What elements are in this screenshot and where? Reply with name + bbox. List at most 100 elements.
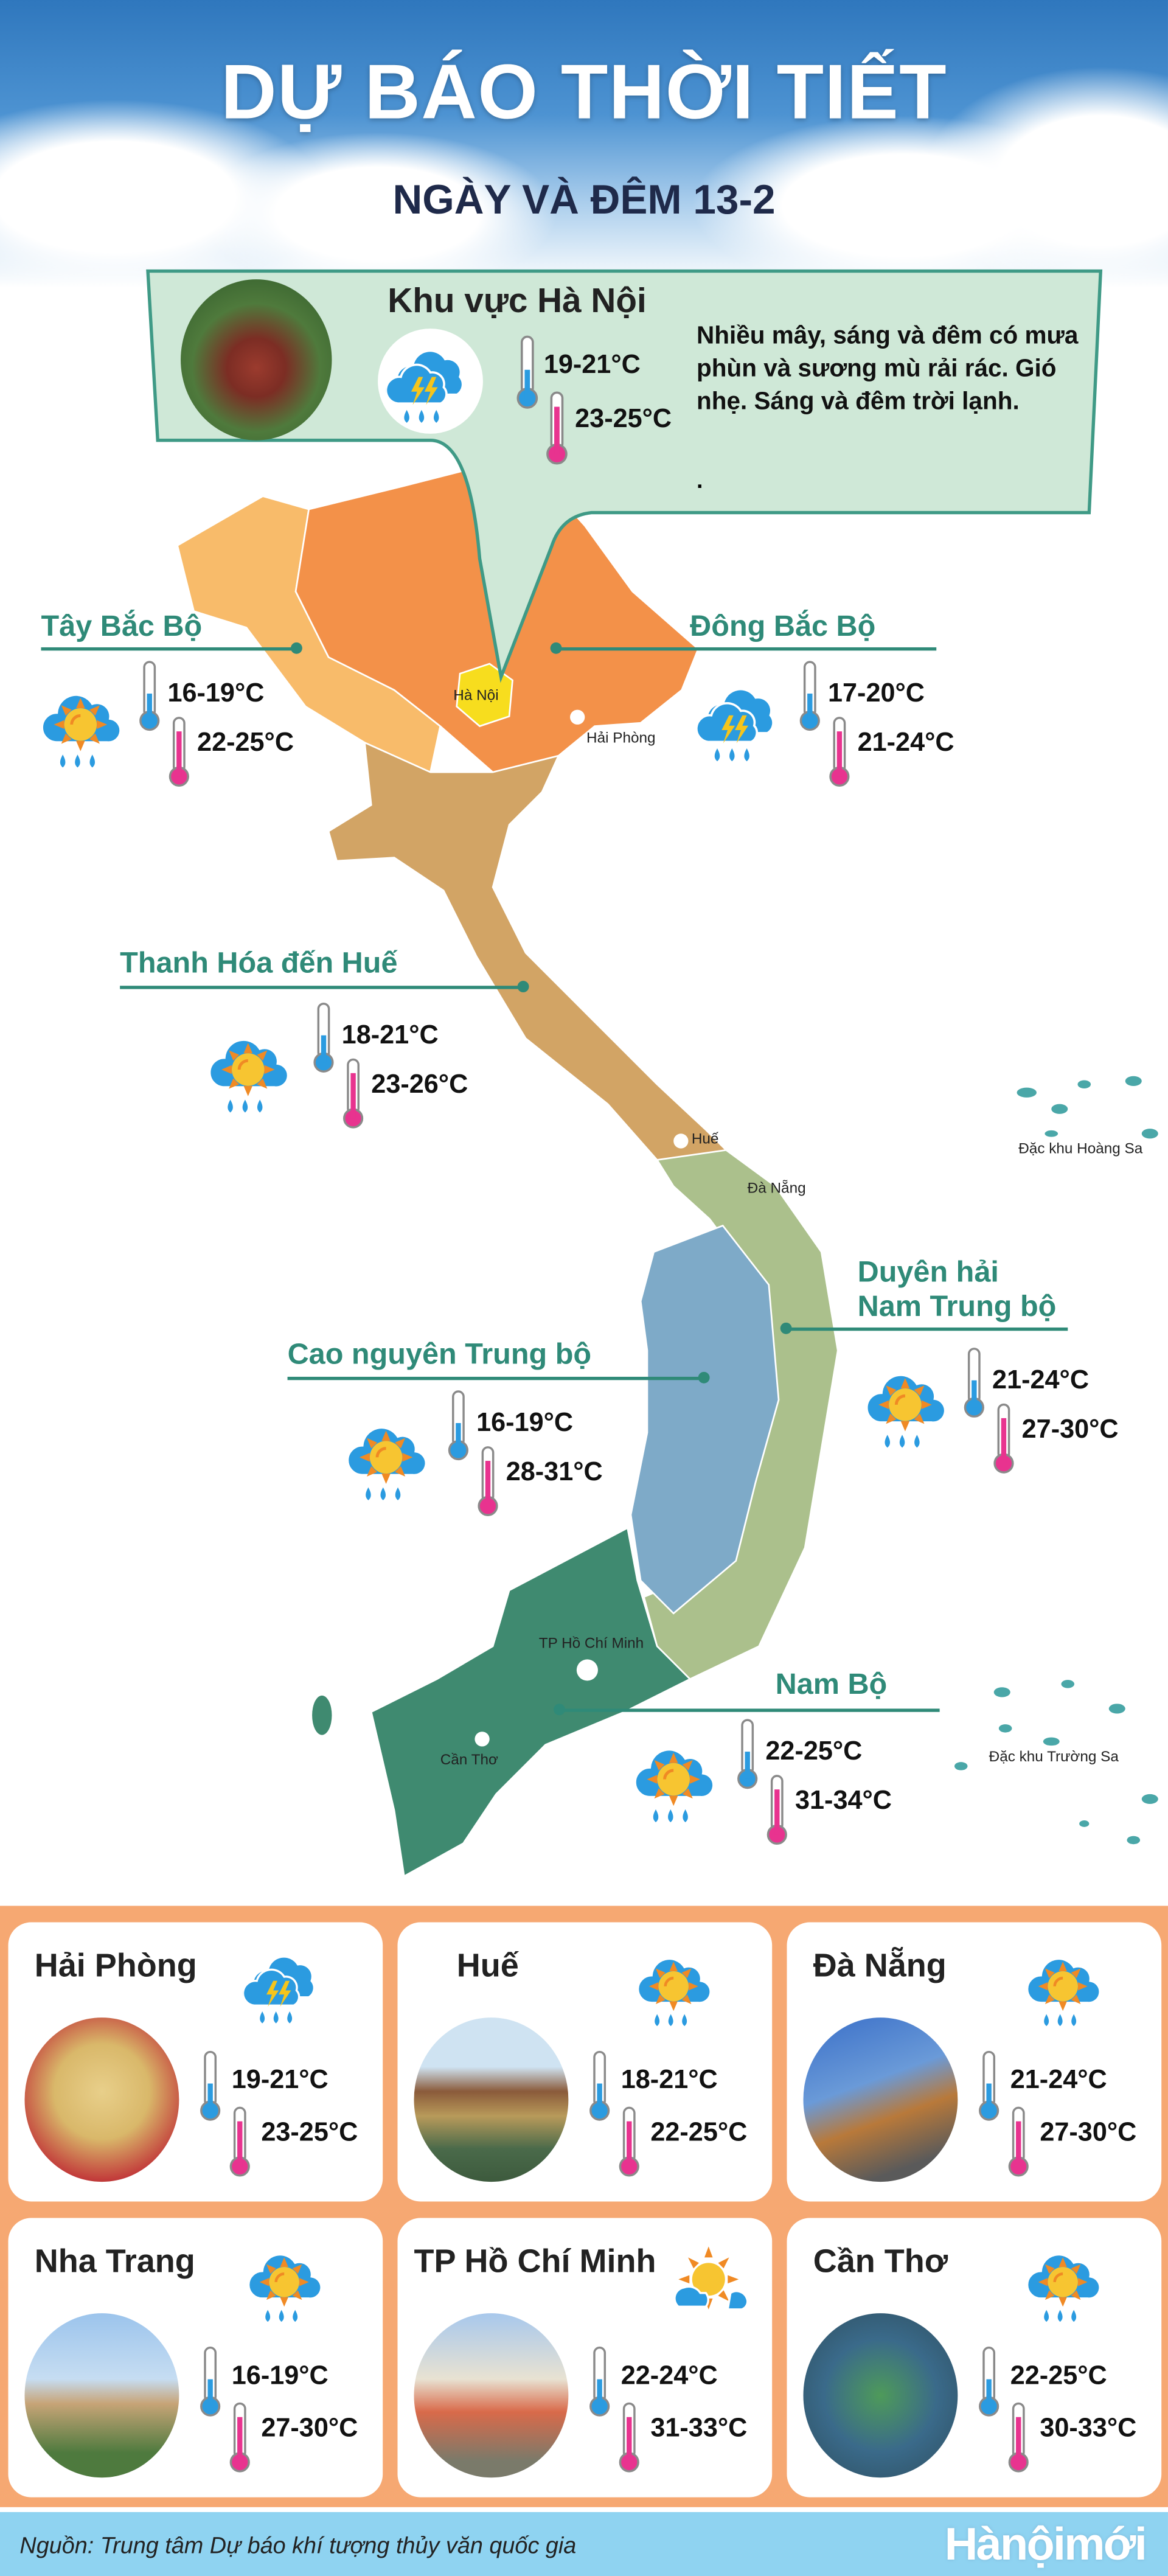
high-temp: 21-24°C xyxy=(857,729,954,757)
thermometer-high-icon xyxy=(228,2106,251,2179)
label-leader-line xyxy=(555,647,937,651)
map-label-haiphong: Hải Phòng xyxy=(586,729,656,746)
island xyxy=(312,1695,332,1735)
sun-cloud-icon xyxy=(670,2235,753,2330)
high-temp: 27-30°C xyxy=(1021,1416,1119,1444)
city-photo xyxy=(24,2017,179,2182)
high-temp: 31-33°C xyxy=(650,2415,748,2443)
city-dot xyxy=(570,709,585,725)
city-photo xyxy=(414,2017,569,2182)
rain-thunder-icon xyxy=(386,335,475,431)
region-name: Tây Bắc Bộ xyxy=(41,609,203,642)
thermometer-low-icon xyxy=(962,1347,985,1419)
city-name: Huế xyxy=(456,1948,519,1985)
map-label-hoangsa: Đặc khu Hoàng Sa xyxy=(1018,1140,1143,1157)
thermometer-low-icon xyxy=(199,2050,222,2123)
thermometer-high-icon xyxy=(167,716,190,788)
sky-background xyxy=(0,0,1168,296)
map-label-hanoi: Hà Nội xyxy=(453,686,499,703)
city-card: Hải Phòng 19-21°C 23-25°C xyxy=(8,1922,383,2202)
islands-truong-sa xyxy=(954,1680,1158,1845)
high-temp: 31-34°C xyxy=(794,1788,892,1815)
high-temp: 23-25°C xyxy=(261,2119,358,2148)
hanoi-dot: . xyxy=(696,466,703,493)
low-temp: 21-24°C xyxy=(1010,2067,1107,2095)
thermometer-high-icon xyxy=(828,716,851,788)
region-hanoi xyxy=(456,663,513,728)
sun-cloud-rain-icon xyxy=(629,1732,718,1827)
low-temp: 19-21°C xyxy=(231,2067,328,2095)
source-text: Nguồn: Trung tâm Dự báo khí tượng thủy v… xyxy=(19,2532,577,2558)
low-temp: 17-20°C xyxy=(828,680,925,708)
map-label-danang: Đà Nẵng xyxy=(747,1179,806,1196)
thermometer-low-icon xyxy=(447,1390,470,1463)
thermometer-low-icon xyxy=(978,2346,1001,2418)
city-name: Đà Nẵng xyxy=(813,1948,947,1985)
sun-cloud-rain-icon xyxy=(36,677,125,773)
label-leader-dot xyxy=(780,1322,792,1334)
city-photo xyxy=(803,2017,958,2182)
thermometer-low-icon xyxy=(312,1002,335,1074)
city-photo xyxy=(24,2313,179,2478)
thermometer-low-icon xyxy=(798,661,821,733)
region-name: Duyên hải xyxy=(857,1255,999,1289)
high-temp: 22-25°C xyxy=(197,729,294,757)
thermometer-high-icon xyxy=(476,1446,499,1518)
cloud xyxy=(197,131,559,296)
thermometer-low-icon xyxy=(138,661,161,733)
low-temp: 22-25°C xyxy=(765,1738,863,1766)
low-temp: 16-19°C xyxy=(167,680,265,708)
thermometer-low-icon xyxy=(736,1719,759,1791)
label-leader-dot xyxy=(698,1371,710,1384)
low-temp: 18-21°C xyxy=(620,2067,718,2095)
thermometer-high-icon xyxy=(342,1058,365,1130)
thermometer-low-icon xyxy=(588,2346,611,2418)
thermometer-high-icon xyxy=(546,391,569,467)
thermometer-low-icon xyxy=(199,2346,222,2418)
label-leader-line xyxy=(287,1376,703,1380)
page-subtitle: NGÀY VÀ ĐÊM 13-2 xyxy=(392,177,776,224)
region-name: Cao nguyên Trung bộ xyxy=(287,1337,592,1371)
hanoi-low-temp: 19-21°C xyxy=(543,351,641,380)
city-dot xyxy=(576,1659,598,1681)
low-temp: 22-24°C xyxy=(620,2362,718,2391)
islands-hoang-sa xyxy=(1017,1076,1158,1139)
low-temp: 21-24°C xyxy=(992,1366,1090,1395)
high-temp: 27-30°C xyxy=(1040,2119,1137,2148)
map-label-truongsa: Đặc khu Trường Sa xyxy=(989,1748,1119,1765)
map-label-cantho: Cần Thơ xyxy=(440,1751,498,1768)
sun-cloud-rain-icon xyxy=(1022,2235,1104,2330)
label-leader-line xyxy=(785,1327,1068,1331)
label-leader-dot xyxy=(517,981,529,993)
city-card: Huế 18-21°C 22-25°C xyxy=(397,1922,773,2202)
high-temp: 28-31°C xyxy=(506,1458,603,1487)
sun-cloud-rain-icon xyxy=(1022,1938,1104,2034)
city-name: TP Hồ Chí Minh xyxy=(414,2244,656,2281)
low-temp: 16-19°C xyxy=(231,2362,328,2391)
thermometer-low-icon xyxy=(516,335,539,411)
hanoi-photo xyxy=(181,279,332,440)
city-card: Cần Thơ 22-25°C 30-33°C xyxy=(787,2218,1162,2498)
map-label-hue: Huế xyxy=(691,1130,719,1147)
hanoi-description: Nhiều mây, sáng và đêm có mưa phùn và sư… xyxy=(696,322,1079,416)
city-name: Nha Trang xyxy=(34,2244,195,2281)
city-dot xyxy=(474,1732,490,1747)
region-name: Thanh Hóa đến Huế xyxy=(120,946,398,980)
high-temp: 30-33°C xyxy=(1040,2415,1137,2443)
sun-cloud-rain-icon xyxy=(861,1357,950,1453)
high-temp: 23-26°C xyxy=(371,1071,468,1099)
city-name: Cần Thơ xyxy=(813,2244,948,2281)
map-label-hcm: TP Hồ Chí Minh xyxy=(538,1634,644,1651)
label-leader-line xyxy=(41,647,296,651)
label-leader-line xyxy=(558,1708,940,1712)
thermometer-high-icon xyxy=(228,2402,251,2474)
region-name: Đông Bắc Bộ xyxy=(690,609,876,642)
label-leader-dot xyxy=(554,1704,565,1716)
region-name: Nam Bộ xyxy=(775,1667,888,1701)
city-dot xyxy=(673,1133,689,1149)
thermometer-high-icon xyxy=(765,1774,788,1847)
low-temp: 22-25°C xyxy=(1010,2362,1107,2391)
city-photo xyxy=(414,2313,569,2478)
hanoi-title: Khu vực Hà Nội xyxy=(388,282,647,321)
